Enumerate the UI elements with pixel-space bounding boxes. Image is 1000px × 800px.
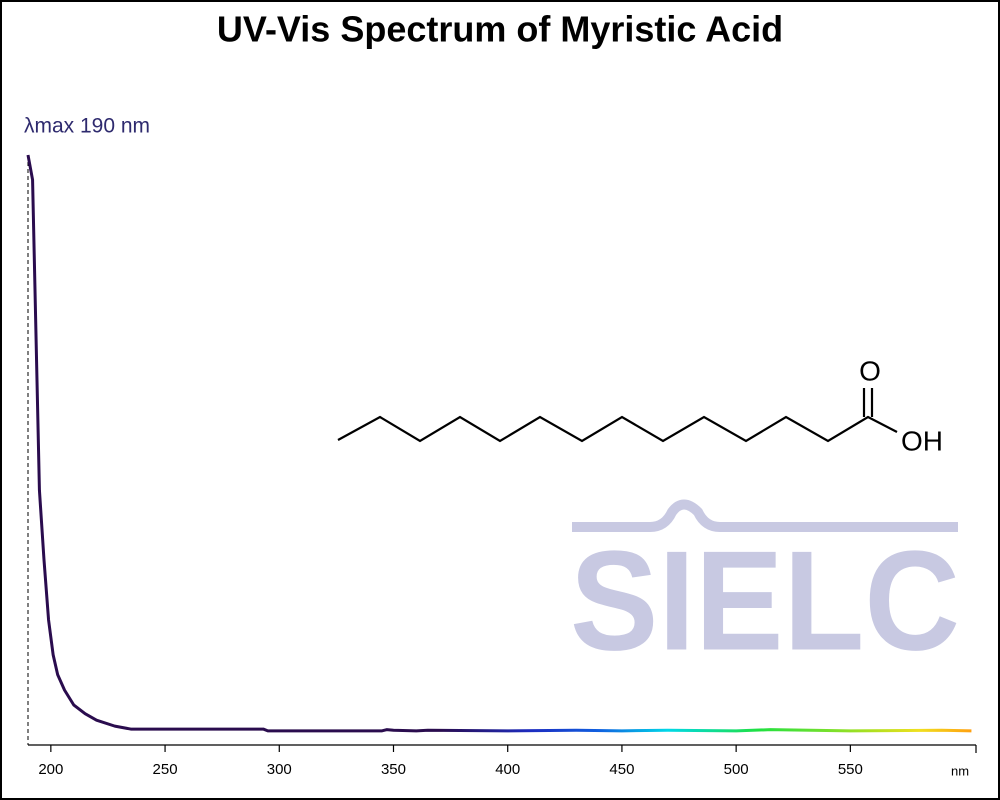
watermark-text: SIELC bbox=[570, 522, 960, 681]
chart-title: UV-Vis Spectrum of Myristic Acid bbox=[217, 9, 783, 50]
carbon-chain bbox=[337, 415, 898, 443]
spectrum-line bbox=[26, 154, 972, 733]
annotation: λmax 190 nm bbox=[24, 115, 150, 138]
x-tick-label: 500 bbox=[724, 761, 749, 778]
atom-label: OH bbox=[901, 425, 943, 456]
watermark-swoosh bbox=[572, 499, 958, 532]
x-tick-label: 250 bbox=[153, 761, 178, 778]
x-tick-label: 300 bbox=[267, 761, 292, 778]
watermark: SIELC bbox=[570, 499, 960, 681]
x-axis-label: nm bbox=[951, 763, 969, 778]
atom-label: O bbox=[859, 355, 881, 386]
x-tick-label: 200 bbox=[38, 761, 63, 778]
molecule bbox=[337, 388, 898, 443]
x-tick-label: 350 bbox=[381, 761, 406, 778]
x-tick-label: 450 bbox=[609, 761, 634, 778]
x-tick-label: 400 bbox=[495, 761, 520, 778]
x-tick-label: 550 bbox=[838, 761, 863, 778]
